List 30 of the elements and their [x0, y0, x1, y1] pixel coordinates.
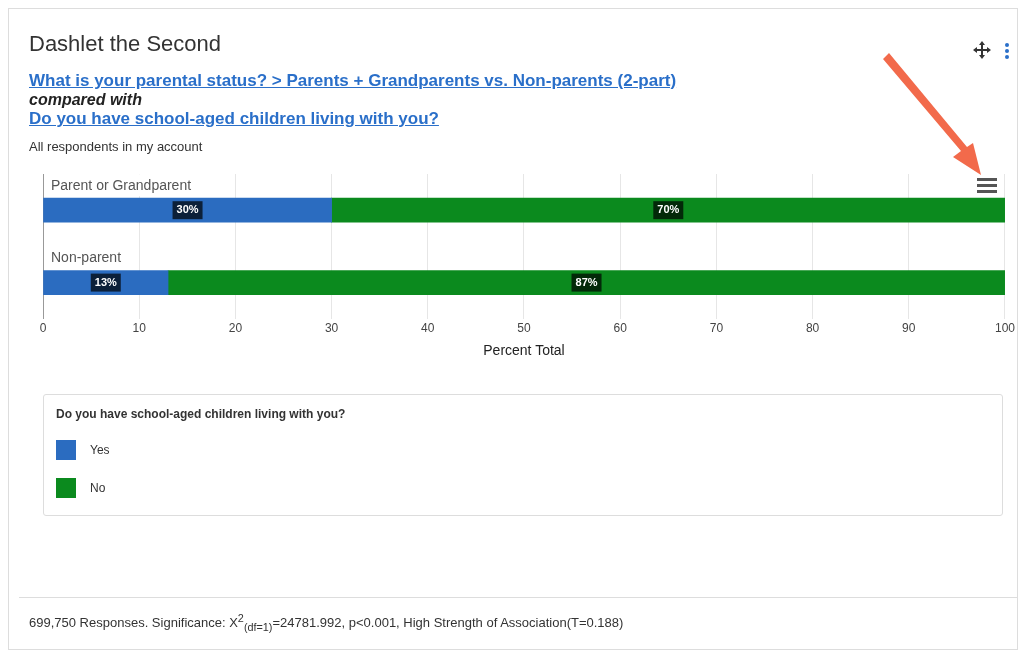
x-tick-label: 60 — [613, 321, 628, 336]
x-tick-label: 70 — [709, 321, 724, 336]
y-tick-label: Non-parent — [51, 249, 122, 266]
x-tick-label: 0 — [39, 321, 47, 336]
data-label: 30% — [176, 203, 199, 216]
data-label: 13% — [94, 275, 117, 288]
x-tick-label: 80 — [805, 321, 820, 336]
data-label: 70% — [657, 203, 680, 216]
legend-title: Do you have school-aged children living with you? — [56, 407, 347, 421]
text: compared with — [29, 91, 143, 109]
x-tick-label: 90 — [902, 321, 916, 336]
text: Do you have school-aged children living with you? — [29, 109, 440, 129]
bar — [167, 270, 1005, 295]
x-tick-label: 100 — [994, 321, 1016, 336]
chart-title: Dashlet the Second — [29, 31, 223, 57]
bar — [331, 197, 1005, 223]
data-label: 87% — [575, 275, 598, 288]
x-tick-label: 50 — [517, 321, 531, 336]
y-tick-label: Parent or Grandparent — [51, 177, 192, 194]
x-tick-label: 20 — [228, 321, 243, 336]
text: 699,750 Responses. Significance: X$^{2}$$_{(df=1)}$=24781.992, p<0.001, High Strength of Association(T=0.188) — [19, 597, 1017, 633]
text: All respondents in my account — [29, 139, 204, 154]
x-axis-title: Percent Total — [483, 342, 565, 359]
legend-label: Yes — [90, 443, 110, 457]
legend-label: No — [90, 481, 106, 495]
bar — [43, 197, 332, 223]
x-tick-label: 10 — [132, 321, 147, 336]
x-tick-label: 30 — [324, 321, 339, 336]
x-tick-label: 40 — [421, 321, 435, 336]
chart-subtitle: What is your parental status? > Parents + Grandparents vs. Non-parents (2-part) — [29, 71, 678, 91]
